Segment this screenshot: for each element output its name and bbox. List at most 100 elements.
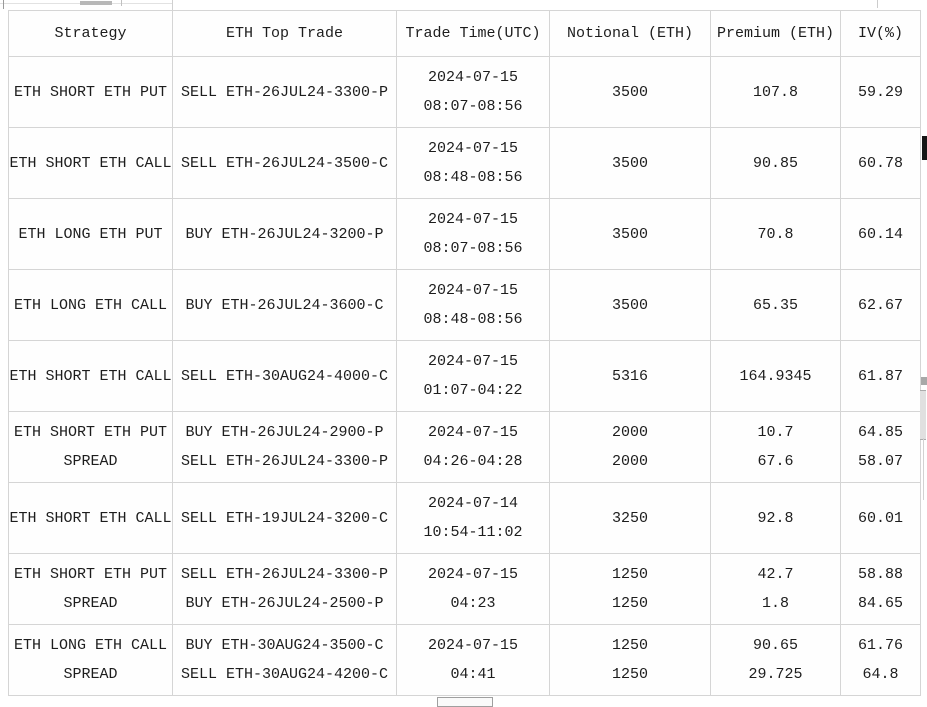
cell-line: 107.8 xyxy=(752,83,798,101)
cell-strategy: ETH SHORT ETH CALL xyxy=(8,482,173,554)
column-header-eth-top-trade: ETH Top Trade xyxy=(172,10,397,57)
table-row: ETH LONG ETH PUT BUY ETH-26JUL24-3200-P 20… xyxy=(8,198,921,270)
cell-eth-top-trade: BUY ETH-26JUL24-3200-P xyxy=(172,198,397,270)
cell-line: 2000 xyxy=(611,453,648,470)
cell-line: 04:41 xyxy=(450,666,496,683)
top-right-clipped-border xyxy=(877,0,878,8)
cell-line: 84.65 xyxy=(857,595,903,612)
cell-strategy: ETH SHORT ETH CALL xyxy=(8,340,173,412)
cell-line: 10:54-11:02 xyxy=(423,524,523,541)
right-edge-cursor-bar xyxy=(922,136,927,160)
cell-notional-eth: 3250 xyxy=(549,482,711,554)
eth-top-trades-table: Strategy ETH Top Trade Trade Time(UTC) Noti… xyxy=(8,10,921,696)
cell-premium-eth: 90.65 29.725 xyxy=(710,624,841,696)
cell-line: 2024-07-15 xyxy=(427,211,518,228)
cell-line: 61.76 xyxy=(857,637,903,654)
cell-strategy: ETH SHORT ETH PUT xyxy=(8,56,173,128)
right-scrollbar-thumb[interactable] xyxy=(920,390,926,440)
cell-line: 90.65 xyxy=(752,637,798,654)
cell-line: ETH SHORT ETH PUT xyxy=(13,566,168,583)
cell-line: SELL ETH-26JUL24-3300-P xyxy=(180,566,389,583)
cell-line: 3500 xyxy=(611,225,648,243)
cell-line: 2024-07-15 xyxy=(427,566,518,583)
table-row: ETH SHORT ETH PUT SELL ETH-26JUL24-3300-P… xyxy=(8,56,921,128)
cell-line: 2024-07-14 xyxy=(427,495,518,512)
cell-line: 3500 xyxy=(611,154,648,172)
cell-iv-pct: 61.76 64.8 xyxy=(840,624,921,696)
cell-line: 62.67 xyxy=(857,296,903,314)
header-row: Strategy ETH Top Trade Trade Time(UTC) Noti… xyxy=(8,10,921,57)
cell-premium-eth: 42.7 1.8 xyxy=(710,553,841,625)
cell-trade-time-utc: 2024-07-15 08:07-08:56 xyxy=(396,56,550,128)
cell-line: SPREAD xyxy=(63,666,118,683)
cell-line: SELL ETH-30AUG24-4200-C xyxy=(180,666,389,683)
cell-iv-pct: 64.85 58.07 xyxy=(840,411,921,483)
cell-line: 08:48-08:56 xyxy=(423,169,523,186)
bottom-scrollbar-thumb[interactable] xyxy=(437,697,493,707)
cell-eth-top-trade: BUY ETH-30AUG24-3500-C SELL ETH-30AUG24-4… xyxy=(172,624,397,696)
cell-line: SELL ETH-26JUL24-3300-P xyxy=(180,83,389,101)
cell-notional-eth: 2000 2000 xyxy=(549,411,711,483)
cell-line: 1250 xyxy=(611,595,648,612)
table-row: ETH LONG ETH CALL BUY ETH-26JUL24-3600-C 2… xyxy=(8,269,921,341)
cell-line: 04:23 xyxy=(450,595,496,612)
cell-line: BUY ETH-26JUL24-2900-P xyxy=(185,424,384,441)
cell-line: 2024-07-15 xyxy=(427,282,518,299)
cell-line: 42.7 xyxy=(757,566,794,583)
cell-line: SPREAD xyxy=(63,453,118,470)
cell-line: 58.88 xyxy=(857,566,903,583)
right-scrollbar-track[interactable] xyxy=(923,438,924,500)
cell-line: 1250 xyxy=(611,666,648,683)
cell-line: 1250 xyxy=(611,566,648,583)
cell-line: 164.9345 xyxy=(739,367,812,385)
cell-premium-eth: 10.7 67.6 xyxy=(710,411,841,483)
cell-line: 2000 xyxy=(611,424,648,441)
cell-notional-eth: 5316 xyxy=(549,340,711,412)
cell-line: 2024-07-15 xyxy=(427,424,518,441)
cell-line: 3500 xyxy=(611,83,648,101)
cell-line: 60.14 xyxy=(857,225,903,243)
cell-line: 61.87 xyxy=(857,367,903,385)
cell-line: 08:48-08:56 xyxy=(423,311,523,328)
table-row: ETH SHORT ETH PUT SPREAD BUY ETH-26JUL24-2… xyxy=(8,411,921,483)
table-row: ETH SHORT ETH CALL SELL ETH-26JUL24-3500-… xyxy=(8,127,921,199)
cell-premium-eth: 70.8 xyxy=(710,198,841,270)
cell-line: 1.8 xyxy=(761,595,789,612)
cell-premium-eth: 90.85 xyxy=(710,127,841,199)
cell-trade-time-utc: 2024-07-15 04:23 xyxy=(396,553,550,625)
cell-trade-time-utc: 2024-07-15 08:48-08:56 xyxy=(396,269,550,341)
cell-trade-time-utc: 2024-07-15 08:48-08:56 xyxy=(396,127,550,199)
cell-iv-pct: 62.67 xyxy=(840,269,921,341)
top-left-clipped-border xyxy=(3,0,4,9)
right-scrollbar-cap[interactable] xyxy=(921,377,927,385)
cell-line: 2024-07-15 xyxy=(427,353,518,370)
cell-line: 90.85 xyxy=(752,154,798,172)
cell-iv-pct: 60.78 xyxy=(840,127,921,199)
cell-line: BUY ETH-26JUL24-2500-P xyxy=(185,595,384,612)
cell-line: 10.7 xyxy=(757,424,794,441)
cell-line: 1250 xyxy=(611,637,648,654)
cell-line: 01:07-04:22 xyxy=(423,382,523,399)
top-clipped-tick xyxy=(121,0,122,6)
cell-notional-eth: 3500 xyxy=(549,127,711,199)
column-header-notional-eth: Notional (ETH) xyxy=(549,10,711,57)
cell-line: 60.78 xyxy=(857,154,903,172)
cell-eth-top-trade: BUY ETH-26JUL24-3600-C xyxy=(172,269,397,341)
cell-trade-time-utc: 2024-07-15 08:07-08:56 xyxy=(396,198,550,270)
cell-premium-eth: 164.9345 xyxy=(710,340,841,412)
cell-trade-time-utc: 2024-07-15 01:07-04:22 xyxy=(396,340,550,412)
cell-notional-eth: 3500 xyxy=(549,269,711,341)
cell-line: 65.35 xyxy=(752,296,798,314)
cell-notional-eth: 1250 1250 xyxy=(549,624,711,696)
cell-line: ETH SHORT ETH CALL xyxy=(9,509,172,527)
cell-strategy: ETH LONG ETH PUT xyxy=(8,198,173,270)
cell-trade-time-utc: 2024-07-14 10:54-11:02 xyxy=(396,482,550,554)
cell-line: ETH LONG ETH CALL xyxy=(13,637,168,654)
table-row: ETH SHORT ETH PUT SPREAD SELL ETH-26JUL24-… xyxy=(8,553,921,625)
cell-line: ETH SHORT ETH PUT xyxy=(13,424,168,441)
cell-notional-eth: 1250 1250 xyxy=(549,553,711,625)
cell-line: SPREAD xyxy=(63,595,118,612)
cell-strategy: ETH LONG ETH CALL SPREAD xyxy=(8,624,173,696)
cell-line: 64.85 xyxy=(857,424,903,441)
cell-line: 3500 xyxy=(611,296,648,314)
